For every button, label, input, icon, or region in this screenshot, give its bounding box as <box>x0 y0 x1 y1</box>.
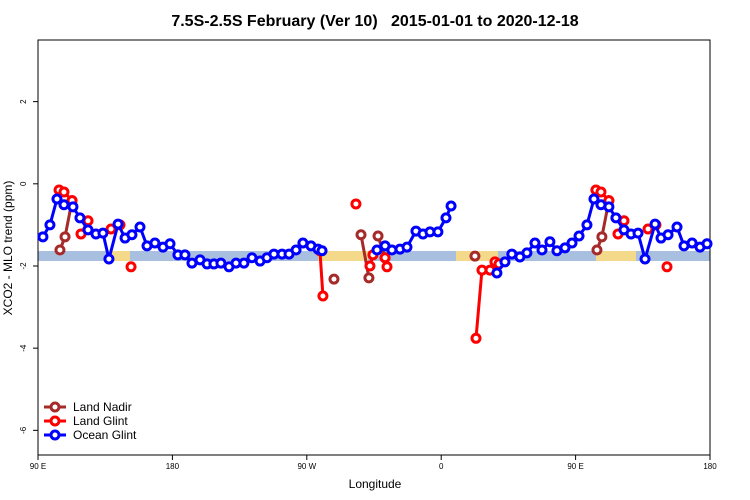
point <box>573 230 585 242</box>
point <box>491 267 503 279</box>
point <box>591 244 603 256</box>
point <box>371 244 383 256</box>
point <box>350 198 362 210</box>
point <box>112 218 124 230</box>
legend-marker <box>49 415 61 427</box>
point <box>74 212 86 224</box>
point <box>103 253 115 265</box>
x-axis-label: Longitude <box>349 477 402 491</box>
land-band <box>596 251 636 261</box>
point <box>470 332 482 344</box>
point <box>662 229 674 241</box>
point <box>432 226 444 238</box>
point <box>642 223 654 235</box>
y-tick-label: 0 <box>19 181 28 186</box>
point <box>316 245 328 257</box>
series-line <box>318 250 325 297</box>
y-tick-label: 2 <box>19 99 28 104</box>
point <box>536 244 548 256</box>
y-tick-label: -6 <box>19 426 28 434</box>
point <box>529 237 541 249</box>
point <box>328 273 340 285</box>
point <box>649 218 661 230</box>
x-tick-label: 90 E <box>30 462 46 471</box>
point <box>58 199 70 211</box>
point <box>179 249 191 261</box>
x-tick-label: 180 <box>166 462 180 471</box>
point <box>401 241 413 253</box>
point <box>355 229 367 241</box>
x-tick-label: 180 <box>703 462 717 471</box>
point <box>521 247 533 259</box>
point <box>134 221 146 233</box>
point <box>610 212 622 224</box>
point <box>686 237 698 249</box>
point <box>82 224 94 236</box>
point <box>559 242 571 254</box>
point <box>238 257 250 269</box>
point <box>126 229 138 241</box>
y-tick-label: -2 <box>19 262 28 270</box>
x-tick-label: 0 <box>439 462 444 471</box>
point <box>661 261 673 273</box>
point <box>445 200 457 212</box>
legend-label: Ocean Glint <box>73 428 137 442</box>
point <box>595 186 607 198</box>
point <box>44 219 56 231</box>
point <box>671 221 683 233</box>
point <box>499 256 511 268</box>
legend-label: Land Nadir <box>73 400 132 414</box>
y-tick-label: -4 <box>19 344 28 352</box>
point <box>588 193 600 205</box>
land-band <box>318 251 368 261</box>
y-axis-label: XCO2 - MLO trend (ppm) <box>1 181 15 316</box>
point <box>566 237 578 249</box>
point <box>544 236 556 248</box>
point <box>290 244 302 256</box>
point <box>440 212 452 224</box>
point <box>596 231 608 243</box>
point <box>372 230 384 242</box>
point <box>125 261 137 273</box>
point <box>379 252 391 264</box>
point <box>363 272 375 284</box>
point <box>59 231 71 243</box>
point <box>381 261 393 273</box>
point <box>469 250 481 262</box>
point <box>317 290 329 302</box>
point <box>364 260 376 272</box>
point <box>581 219 593 231</box>
point <box>632 227 644 239</box>
point <box>54 244 66 256</box>
point <box>639 253 651 265</box>
point <box>97 227 109 239</box>
land-band <box>108 251 130 261</box>
x-tick-label: 90 W <box>297 462 316 471</box>
point <box>164 238 176 250</box>
point <box>603 201 615 213</box>
point <box>67 201 79 213</box>
point <box>37 231 49 243</box>
point <box>51 193 63 205</box>
point <box>701 238 713 250</box>
legend-label: Land Glint <box>73 414 128 428</box>
point <box>105 223 117 235</box>
chart-title: 7.5S-2.5S February (Ver 10) 2015-01-01 t… <box>171 13 578 30</box>
legend-marker <box>49 429 61 441</box>
x-tick-label: 90 E <box>567 462 583 471</box>
legend-marker <box>49 401 61 413</box>
point <box>149 237 161 249</box>
point <box>58 186 70 198</box>
